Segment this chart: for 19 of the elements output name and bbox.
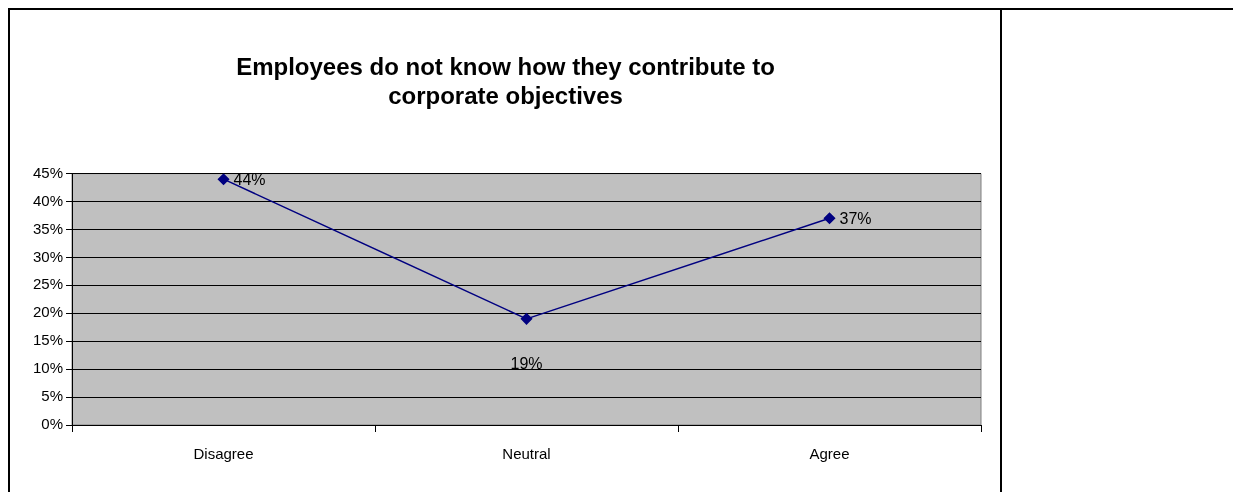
- x-tick-label: Agree: [809, 445, 850, 463]
- y-tick-label: 5%: [41, 387, 64, 405]
- y-tick-label: 15%: [32, 331, 64, 349]
- chart-title: Employees do not know how they contribute to corporate objectives: [236, 53, 775, 109]
- y-tick-label: 0%: [41, 415, 64, 433]
- point: [520, 313, 533, 325]
- x-tick-label: Neutral: [502, 445, 551, 463]
- y-tick-label: 10%: [32, 359, 64, 377]
- text: 19%: [510, 355, 543, 373]
- y-tick-label: 35%: [32, 219, 64, 237]
- y-tick-label: 40%: [32, 191, 64, 209]
- text: 37%: [839, 209, 872, 227]
- point: [823, 212, 836, 225]
- y-tick-label: 45%: [32, 163, 64, 181]
- y-tick-label: 25%: [32, 275, 64, 293]
- y-tick-label: 20%: [32, 303, 64, 321]
- point: [217, 173, 230, 185]
- x-tick-label: Disagree: [193, 445, 254, 463]
- y-tick-label: 30%: [32, 247, 64, 265]
